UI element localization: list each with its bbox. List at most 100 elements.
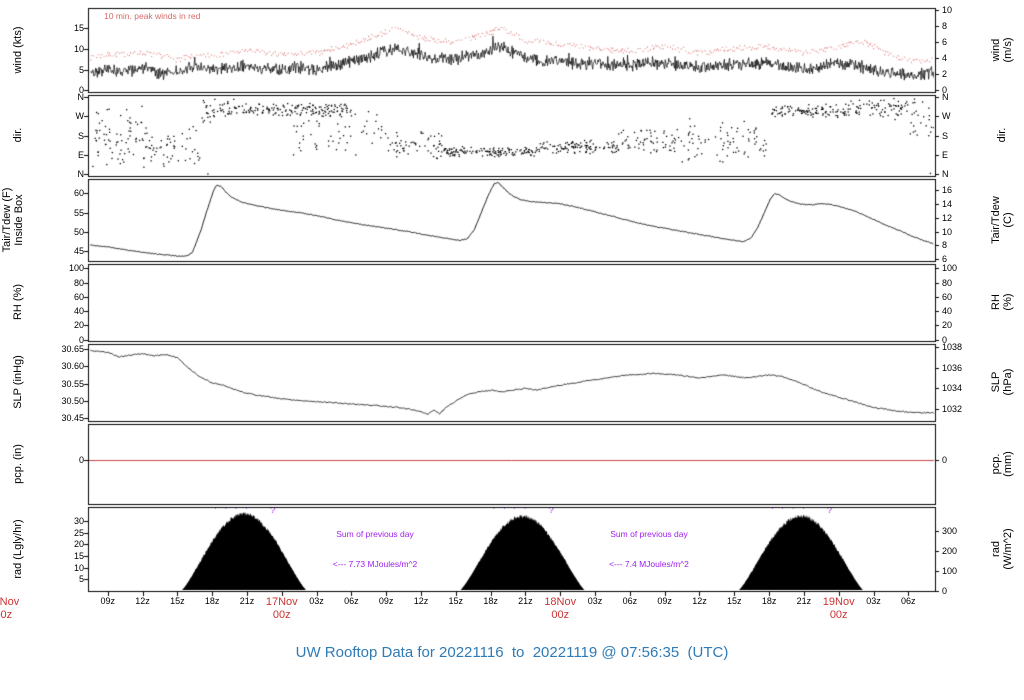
x-tick-label: 03z bbox=[309, 596, 324, 606]
dir-ytick-right: N bbox=[942, 91, 949, 102]
x-tick-label: 12z bbox=[413, 596, 429, 606]
dir-ytick-right: N bbox=[942, 169, 949, 180]
rh-ytick-right: 20 bbox=[942, 320, 953, 331]
rh-ytick-right: 0 bbox=[942, 334, 948, 345]
rad-annotation-1: Sum of previous day <--- 7.73 MJoules/m^… bbox=[333, 509, 418, 589]
slp-y-axis-label-left: SLP (inHg) bbox=[12, 355, 24, 409]
peak-winds-note: 10 min. peak winds in red bbox=[104, 11, 201, 21]
rad-ytick-left: 10 bbox=[73, 562, 84, 573]
dir-ytick-left: N bbox=[77, 91, 85, 102]
figure-title: UW Rooftop Data for 20221116 to 20221119… bbox=[295, 644, 729, 661]
x-tick-label: 12z bbox=[135, 596, 150, 606]
x-tick-label: 06z bbox=[622, 596, 638, 606]
rad-annotation-2: Sum of previous day <--- 7.4 MJoules/m^2 bbox=[609, 509, 689, 589]
dir-ytick-left: W bbox=[75, 111, 85, 122]
temp-ytick-right: 8 bbox=[942, 240, 948, 251]
x-tick-label: 18z bbox=[204, 596, 220, 606]
rad-annotation-1-line-2: <--- 7.73 MJoules/m^2 bbox=[332, 559, 418, 569]
x-tick-label: 06z bbox=[901, 596, 916, 606]
slp-ytick-right: 1034 bbox=[942, 383, 963, 394]
wind-ytick-right: 6 bbox=[942, 36, 948, 47]
x-tick-label: 21z bbox=[796, 596, 812, 606]
day-label: 17Nov 00z bbox=[265, 596, 298, 621]
x-tick-label: 15z bbox=[727, 596, 742, 606]
rh-ytick-left: 0 bbox=[78, 334, 84, 345]
rh-y-axis-label-right: RH (%) bbox=[990, 293, 1014, 311]
pcp-y-axis-label-right: pcp. (mm) bbox=[990, 451, 1014, 477]
day-label: 19Nov 00z bbox=[822, 596, 855, 621]
rh-ytick-left: 60 bbox=[73, 291, 84, 302]
wind-y-axis-label-left: wind (kts) bbox=[12, 26, 24, 74]
day-label: 16Nov 00z bbox=[0, 596, 20, 621]
x-tick-label: 18z bbox=[483, 596, 498, 606]
dir-ytick-left: E bbox=[77, 149, 84, 160]
rh-ytick-right: 100 bbox=[942, 263, 958, 274]
rad-annotation-1-line-1: Sum of previous day bbox=[336, 529, 414, 539]
temp-ytick-right: 16 bbox=[942, 185, 953, 196]
day-label: 18Nov 00z bbox=[544, 596, 577, 621]
x-tick-label: 21z bbox=[518, 596, 533, 606]
rh-ytick-right: 60 bbox=[942, 291, 953, 302]
temp-ytick-left: 50 bbox=[73, 226, 84, 237]
slp-ytick-left: 30.45 bbox=[61, 413, 84, 424]
dir-ytick-right: S bbox=[942, 130, 949, 141]
x-tick-label: 09z bbox=[100, 596, 115, 606]
rh-ytick-left: 100 bbox=[68, 263, 84, 274]
dir-ytick-right: W bbox=[942, 111, 951, 122]
dir-ytick-right: E bbox=[942, 149, 949, 160]
rh-ytick-right: 80 bbox=[942, 277, 953, 288]
wind-ytick-right: 2 bbox=[942, 69, 948, 80]
temp-ytick-right: 14 bbox=[942, 199, 953, 210]
rad-annotation-2-line-2: <--- 7.4 MJoules/m^2 bbox=[609, 559, 689, 569]
x-tick-label: 06z bbox=[344, 596, 359, 606]
temp-ytick-left: 45 bbox=[73, 245, 84, 256]
slp-y-axis-label-right: SLP (hPa) bbox=[990, 368, 1014, 396]
rad-y-axis-label-right: rad (W/m^2) bbox=[990, 528, 1014, 570]
rad-ytick-right: 0 bbox=[942, 586, 948, 596]
wind-ytick-left: 5 bbox=[78, 64, 84, 75]
temp-y-axis-label-left: Tair/Tdew (F) Inside Box bbox=[1, 187, 25, 253]
temp-ytick-left: 55 bbox=[73, 207, 84, 218]
rad-annotation-2-line-1: Sum of previous day bbox=[610, 529, 688, 539]
temp-ytick-right: 6 bbox=[942, 254, 948, 265]
wind-ytick-right: 0 bbox=[942, 85, 948, 96]
rh-y-axis-label-left: RH (%) bbox=[12, 283, 24, 321]
slp-ytick-left: 30.60 bbox=[61, 361, 84, 372]
x-tick-label: 18z bbox=[761, 596, 777, 606]
rad-ytick-left: 5 bbox=[78, 574, 84, 585]
temp-ytick-left: 60 bbox=[73, 188, 84, 199]
pcp-ytick-right: 0 bbox=[942, 455, 948, 465]
dir-y-axis-label-left: dir. bbox=[12, 127, 24, 143]
pcp-y-axis-label-left: pcp. (in) bbox=[12, 444, 24, 484]
temp-y-axis-label-right: Tair/Tdew (C) bbox=[990, 196, 1014, 244]
dir-ytick-left: N bbox=[77, 169, 85, 180]
rad-ytick-right: 100 bbox=[942, 565, 958, 576]
x-tick-label: 09z bbox=[378, 596, 394, 606]
slp-ytick-right: 1032 bbox=[942, 403, 963, 414]
rad-ytick-right: 300 bbox=[942, 525, 958, 536]
dir-ytick-left: S bbox=[77, 130, 84, 141]
slp-ytick-right: 1036 bbox=[942, 362, 963, 373]
x-tick-label: 03z bbox=[866, 596, 881, 606]
x-tick-label: 15z bbox=[170, 596, 185, 606]
pcp-ytick-left: 0 bbox=[78, 455, 84, 465]
wind-ytick-left: 0 bbox=[78, 85, 84, 96]
temp-ytick-right: 12 bbox=[942, 212, 953, 223]
wind-ytick-left: 10 bbox=[73, 43, 84, 54]
x-tick-label: 03z bbox=[587, 596, 603, 606]
rad-ytick-left: 20 bbox=[73, 539, 84, 550]
x-tick-label: 15z bbox=[448, 596, 464, 606]
rad-ytick-left: 15 bbox=[73, 551, 84, 561]
dir-y-axis-label-right: dir. bbox=[996, 127, 1008, 143]
slp-ytick-left: 30.65 bbox=[61, 343, 84, 354]
rad-ytick-left: 25 bbox=[73, 527, 84, 538]
x-tick-label: 21z bbox=[239, 596, 255, 606]
slp-ytick-left: 30.50 bbox=[61, 395, 84, 406]
rh-ytick-left: 20 bbox=[73, 320, 84, 331]
wind-y-axis-label-right: wind (m/s) bbox=[990, 37, 1014, 63]
rh-ytick-right: 40 bbox=[942, 306, 953, 317]
rad-y-axis-label-left: rad (Lgly/hr) bbox=[12, 519, 24, 579]
rh-ytick-left: 80 bbox=[73, 277, 84, 288]
slp-ytick-left: 30.55 bbox=[61, 378, 84, 389]
